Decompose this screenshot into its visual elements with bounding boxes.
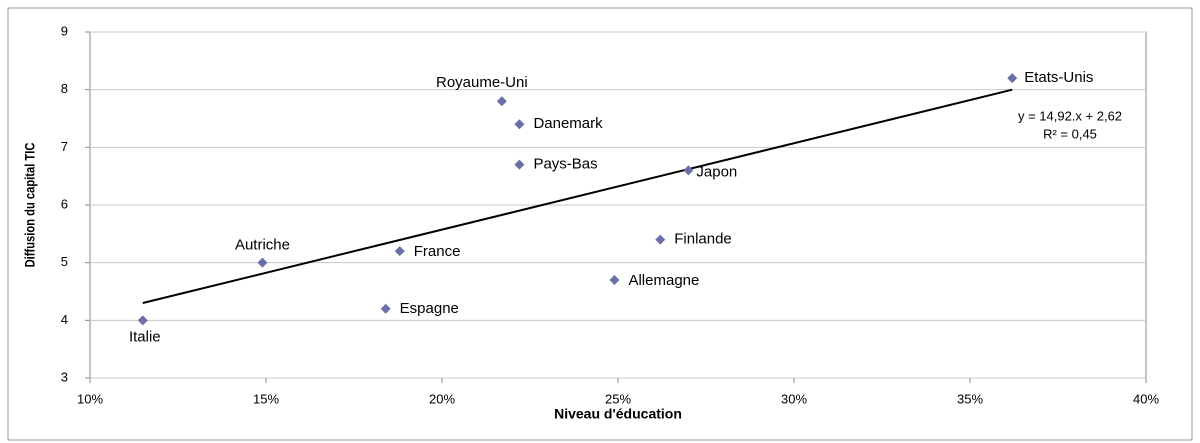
x-tick-label: 35% xyxy=(957,391,983,406)
point-label: Italie xyxy=(129,328,161,345)
x-tick-label: 40% xyxy=(1133,391,1159,406)
point-label: France xyxy=(414,243,461,260)
data-point xyxy=(380,303,391,314)
y-axis-title: Diffusion du capital TIC xyxy=(23,143,38,268)
x-axis-title: Niveau d'éducation xyxy=(554,406,682,422)
point-label: Danemark xyxy=(533,115,603,132)
point-label: Japon xyxy=(696,163,737,180)
y-tick-label: 3 xyxy=(61,369,68,384)
point-label: Royaume-Uni xyxy=(436,74,528,91)
x-tick-label: 20% xyxy=(429,391,455,406)
data-point xyxy=(257,257,268,268)
point-label: Etats-Unis xyxy=(1024,69,1093,86)
y-tick-label: 5 xyxy=(61,254,68,269)
point-label: Finlande xyxy=(674,231,732,248)
data-point xyxy=(137,315,148,326)
data-point xyxy=(609,274,620,285)
x-tick-label: 15% xyxy=(253,391,279,406)
x-tick-label: 25% xyxy=(605,391,631,406)
y-tick-label: 8 xyxy=(61,81,68,96)
point-label: Pays-Bas xyxy=(533,156,597,173)
trendline xyxy=(142,88,1013,305)
y-tick-label: 9 xyxy=(61,23,68,38)
chart-border xyxy=(7,7,1193,441)
data-point xyxy=(394,246,405,257)
y-tick-label: 7 xyxy=(61,139,68,154)
trendline-equation: y = 14,92.x + 2,62 xyxy=(1018,108,1122,123)
data-point xyxy=(514,119,525,130)
data-point xyxy=(1007,73,1018,84)
data-point xyxy=(514,159,525,170)
y-tick-label: 4 xyxy=(61,312,68,327)
trendline-r2: R² = 0,45 xyxy=(1043,126,1097,141)
point-label: Espagne xyxy=(400,300,459,317)
point-label: Allemagne xyxy=(628,272,699,289)
x-tick-label: 30% xyxy=(781,391,807,406)
y-tick-label: 6 xyxy=(61,196,68,211)
x-tick-label: 10% xyxy=(77,391,103,406)
point-label: Autriche xyxy=(235,237,290,254)
data-point xyxy=(683,165,694,176)
data-point xyxy=(496,96,507,107)
data-point xyxy=(655,234,666,245)
